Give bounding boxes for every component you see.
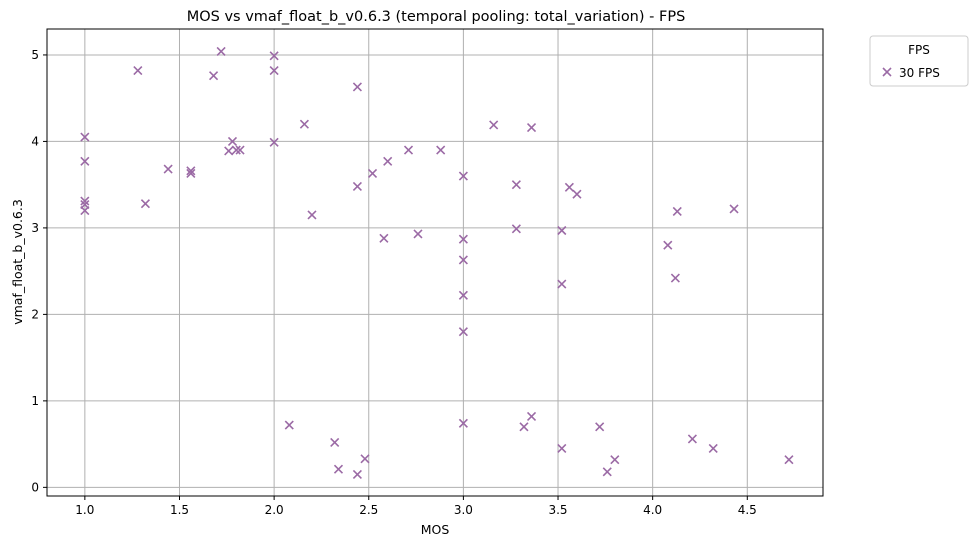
data-point xyxy=(235,145,245,155)
data-point xyxy=(352,469,362,479)
x-tick-label: 1.0 xyxy=(75,503,94,517)
data-point xyxy=(227,136,238,146)
legend-marker xyxy=(882,67,892,77)
data-point xyxy=(672,206,682,217)
data-point xyxy=(80,206,90,216)
data-point xyxy=(269,137,279,147)
legend-entry-label: 30 FPS xyxy=(899,66,940,80)
data-point xyxy=(360,454,370,464)
data-point xyxy=(458,418,468,428)
data-point xyxy=(352,82,362,92)
data-point xyxy=(231,145,241,155)
data-point xyxy=(458,290,468,300)
data-point xyxy=(602,467,612,477)
legend: FPS 30 FPS xyxy=(869,35,969,87)
data-point xyxy=(80,132,90,142)
data-point xyxy=(557,279,567,289)
y-tick-label: 5 xyxy=(31,48,39,62)
data-point xyxy=(511,180,521,190)
data-point xyxy=(729,204,739,214)
data-point xyxy=(269,51,279,61)
data-point xyxy=(403,145,414,155)
x-tick-label: 1.5 xyxy=(170,503,189,517)
data-point xyxy=(511,224,521,234)
data-point xyxy=(80,196,90,206)
data-point xyxy=(784,455,794,465)
data-point xyxy=(526,123,537,133)
x-tick-label: 3.5 xyxy=(548,503,567,517)
data-point xyxy=(708,443,718,454)
data-point xyxy=(383,156,393,166)
legend-title: FPS xyxy=(908,43,930,57)
data-point xyxy=(458,171,468,181)
data-point xyxy=(367,168,378,178)
x-tick-label: 2.5 xyxy=(359,503,378,517)
legend-marker-icon xyxy=(882,67,892,77)
data-point xyxy=(610,455,620,465)
legend-box xyxy=(869,35,969,87)
x-axis-label: MOS xyxy=(421,522,450,537)
y-tick-label: 4 xyxy=(31,134,39,148)
data-point xyxy=(687,434,697,444)
data-point xyxy=(352,181,362,191)
x-tick-label: 4.0 xyxy=(643,503,662,517)
x-tick-label: 3.0 xyxy=(454,503,473,517)
x-tick-label: 4.5 xyxy=(738,503,757,517)
data-point xyxy=(284,420,294,430)
data-point xyxy=(458,234,468,244)
data-point xyxy=(269,65,279,76)
data-point xyxy=(572,189,582,199)
data-point xyxy=(489,120,499,130)
chart-title: MOS vs vmaf_float_b_v0.6.3 (temporal poo… xyxy=(187,9,686,25)
plot-frame xyxy=(46,28,824,497)
data-point xyxy=(140,199,150,209)
data-point xyxy=(458,327,468,337)
data-point xyxy=(186,166,196,176)
data-point xyxy=(564,182,574,192)
data-point xyxy=(663,240,673,250)
data-point xyxy=(163,164,173,174)
data-point xyxy=(208,71,219,81)
data-point xyxy=(526,411,537,422)
data-point xyxy=(299,119,309,129)
data-point xyxy=(330,437,340,447)
data-point xyxy=(133,65,143,76)
data-point xyxy=(436,145,446,155)
data-point xyxy=(224,146,234,156)
data-point xyxy=(519,422,529,432)
data-point xyxy=(80,156,90,166)
data-point xyxy=(307,210,317,220)
data-point xyxy=(670,273,680,283)
y-tick-label: 1 xyxy=(31,394,39,408)
data-point xyxy=(458,255,468,265)
y-axis-label: vmaf_float_b_v0.6.3 xyxy=(10,199,25,325)
data-point xyxy=(595,422,605,432)
data-points xyxy=(80,46,794,479)
data-point xyxy=(333,464,344,474)
data-point xyxy=(557,225,567,236)
y-tick-label: 3 xyxy=(31,221,39,235)
grid-lines xyxy=(47,29,823,496)
data-point xyxy=(216,46,226,57)
data-point xyxy=(186,168,196,178)
y-tick-label: 2 xyxy=(31,307,39,321)
data-point xyxy=(557,443,567,454)
data-point xyxy=(413,229,423,239)
x-tick-label: 2.0 xyxy=(265,503,284,517)
data-point xyxy=(379,233,389,243)
y-tick-label: 0 xyxy=(31,480,39,494)
axis-ticks: 1.0 1.5 2.0 2.5 3.0 3.5 4.0 4.5 0 1 2 3 4 5 xyxy=(31,48,756,517)
